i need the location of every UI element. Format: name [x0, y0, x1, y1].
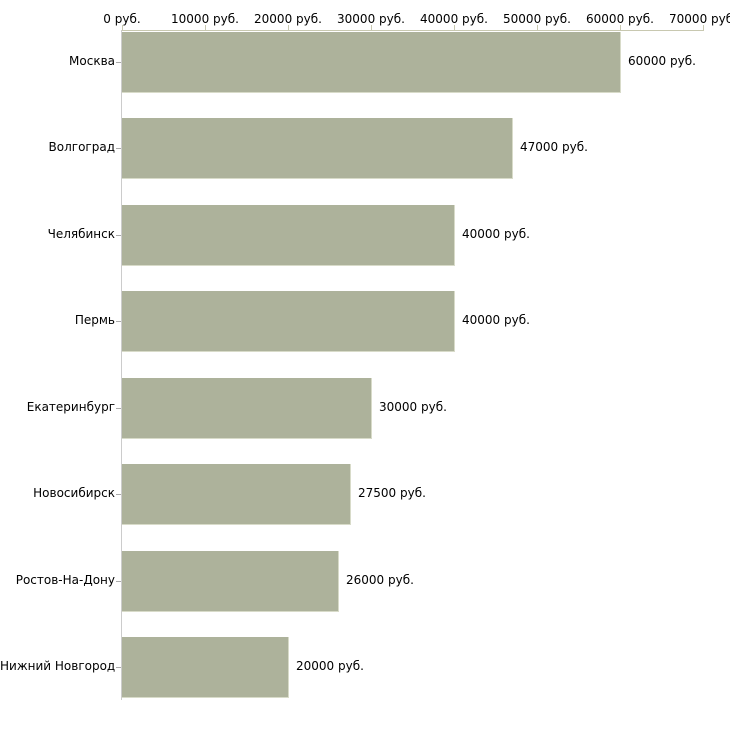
y-tick-mark: [116, 494, 121, 495]
x-tick-label: 30000 руб.: [337, 12, 405, 26]
y-tick-mark: [116, 235, 121, 236]
y-category-label: Волгоград: [48, 140, 115, 154]
bar-value-label: 27500 руб.: [358, 486, 426, 500]
bar-value-label: 30000 руб.: [379, 400, 447, 414]
bar: [122, 464, 351, 525]
y-axis-line: [121, 30, 122, 700]
y-category-label: Ростов-На-Дону: [15, 573, 115, 587]
y-category-label: Нижний Новгород: [0, 659, 116, 673]
x-tick-label: 40000 руб.: [420, 12, 488, 26]
y-category-label: Челябинск: [47, 227, 115, 241]
y-category-label: Москва: [69, 54, 115, 68]
bar-value-label: 26000 руб.: [346, 573, 414, 587]
x-axis-line: [121, 30, 704, 31]
y-category-label: Екатеринбург: [26, 400, 115, 414]
x-tick-label: 60000 руб.: [586, 12, 654, 26]
x-tick-label: 10000 руб.: [171, 12, 239, 26]
y-tick-mark: [116, 408, 121, 409]
bar-value-label: 47000 руб.: [520, 140, 588, 154]
x-tick-mark: [703, 25, 704, 31]
y-tick-mark: [116, 148, 121, 149]
bar: [122, 637, 289, 698]
y-tick-mark: [116, 62, 121, 63]
bar: [122, 118, 513, 179]
bar: [122, 551, 339, 612]
x-tick-mark: [620, 25, 621, 31]
x-tick-label: 0 руб.: [103, 12, 141, 26]
x-tick-mark: [288, 25, 289, 31]
x-tick-mark: [205, 25, 206, 31]
bar: [122, 291, 455, 352]
x-tick-mark: [454, 25, 455, 31]
x-tick-mark: [122, 25, 123, 31]
x-tick-label: 20000 руб.: [254, 12, 322, 26]
bar: [122, 32, 621, 93]
x-tick-label: 70000 руб.: [669, 12, 730, 26]
x-tick-mark: [537, 25, 538, 31]
bar-value-label: 60000 руб.: [628, 54, 696, 68]
bar: [122, 378, 372, 439]
bar-value-label: 40000 руб.: [462, 227, 530, 241]
y-tick-mark: [116, 321, 121, 322]
y-tick-mark: [116, 581, 121, 582]
y-tick-mark: [116, 667, 121, 668]
bar-value-label: 40000 руб.: [462, 313, 530, 327]
x-tick-mark: [371, 25, 372, 31]
y-category-label: Новосибирск: [33, 486, 115, 500]
bar: [122, 205, 455, 266]
x-tick-label: 50000 руб.: [503, 12, 571, 26]
y-category-label: Пермь: [74, 313, 115, 327]
bar-value-label: 20000 руб.: [296, 659, 364, 673]
